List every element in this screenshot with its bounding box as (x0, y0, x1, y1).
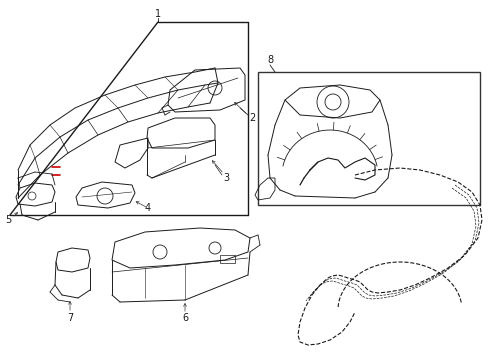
Text: 4: 4 (144, 203, 151, 213)
Bar (220, 255, 235, 263)
Text: 7: 7 (67, 313, 73, 323)
Text: 3: 3 (223, 173, 228, 183)
Text: 5: 5 (5, 215, 11, 225)
Bar (258, 72, 479, 205)
Text: 1: 1 (155, 9, 161, 19)
Text: 2: 2 (248, 113, 255, 123)
Text: 6: 6 (182, 313, 188, 323)
Text: 8: 8 (266, 55, 272, 65)
